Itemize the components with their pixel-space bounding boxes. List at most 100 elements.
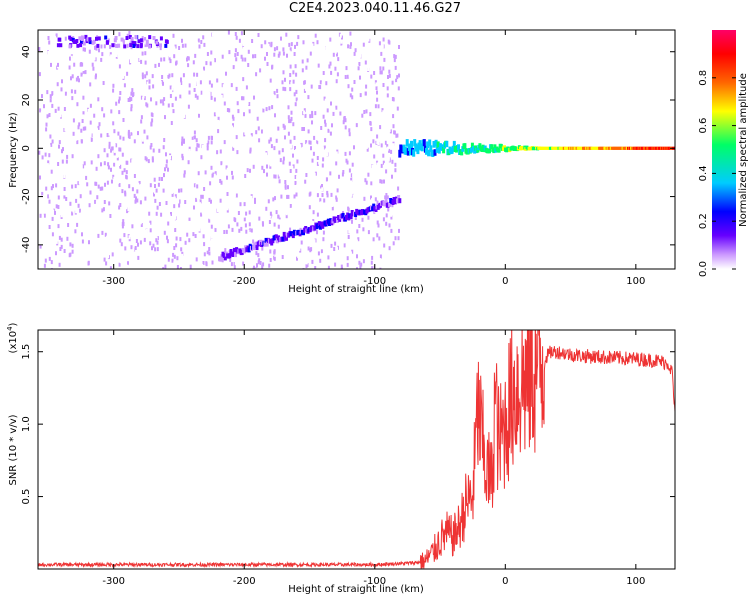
- spectrogram-noise-cell: [263, 175, 266, 179]
- spectrogram-carrier-cell: [435, 146, 439, 153]
- spectrogram-noise-cell: [304, 201, 306, 206]
- spectrogram-noise-cell: [350, 36, 353, 41]
- spectrogram-noise-cell: [340, 143, 343, 147]
- spectrogram-noise-cell: [239, 202, 242, 207]
- spectrogram-noise-cell: [390, 215, 393, 220]
- spectrogram-noise-cell: [368, 247, 371, 252]
- x-tick-label: -100: [363, 576, 386, 587]
- spectrogram-noise-cell: [312, 151, 315, 156]
- spectrogram-noise-cell: [77, 181, 80, 186]
- colorbar-tick-label: 0.4: [698, 165, 709, 181]
- spectrogram-noise-cell: [344, 151, 347, 156]
- spectrogram-x-label: Height of straight line (km): [288, 284, 424, 295]
- spectrogram-noise-cell: [376, 220, 379, 225]
- spectrogram-noise-cell: [188, 213, 191, 218]
- spectrogram-noise-cell: [67, 149, 70, 154]
- spectrogram-noise-cell: [276, 94, 279, 99]
- spectrogram-noise-cell: [72, 256, 75, 261]
- spectrogram-noise-cell: [271, 46, 274, 51]
- spectrogram-noise-cell: [78, 260, 80, 265]
- spectrogram-noise-cell: [202, 45, 204, 50]
- spectrogram-noise-cell: [341, 45, 344, 50]
- spectrogram-noise-cell: [149, 63, 152, 68]
- spectrogram-noise-cell: [128, 31, 131, 35]
- spectrogram-noise-cell: [339, 111, 342, 116]
- spectrogram-carrier-cell: [488, 148, 491, 154]
- spectrogram-noise-cell: [200, 212, 203, 217]
- spectrogram-noise-cell: [348, 132, 351, 137]
- spectrogram-noise-cell: [201, 128, 204, 133]
- spectrogram-noise-cell: [149, 241, 152, 246]
- spectrogram-noise-cell: [341, 156, 344, 161]
- spectrogram-noise-cell: [94, 199, 97, 204]
- spectrogram-noise-cell: [123, 168, 126, 173]
- spectrogram-noise-cell: [180, 77, 182, 82]
- spectrogram-noise-cell: [330, 152, 333, 157]
- colorbar-gradient: [712, 30, 736, 269]
- spectrogram-noise-cell: [351, 43, 354, 48]
- spectrogram-noise-cell: [105, 253, 108, 258]
- spectrogram-noise-cell: [332, 52, 335, 57]
- spectrogram-noise-cell: [102, 207, 105, 212]
- spectrogram-noise-cell: [187, 124, 190, 129]
- spectrogram-noise-cell: [341, 266, 343, 269]
- spectrogram-noise-cell: [97, 97, 100, 102]
- spectrogram-noise-cell: [249, 57, 252, 62]
- spectrogram-noise-cell: [97, 233, 100, 238]
- spectrogram-noise-cell: [43, 213, 46, 218]
- spectrogram-noise-cell: [287, 269, 289, 273]
- spectrogram-noise-cell: [337, 57, 340, 62]
- spectrogram-noise-cell: [41, 191, 44, 196]
- spectrogram-noise-cell: [268, 139, 271, 144]
- spectrogram-noise-cell: [212, 50, 215, 54]
- spectrogram-noise-cell: [261, 196, 264, 201]
- spectrogram-noise-cell: [161, 75, 164, 79]
- spectrogram-band-cell: [96, 43, 100, 48]
- spectrogram-noise-cell: [95, 200, 98, 205]
- spectrogram-noise-cell: [316, 140, 319, 145]
- spectrogram-noise-cell: [188, 83, 191, 88]
- spectrogram-noise-cell: [60, 87, 63, 92]
- spectrogram-noise-cell: [238, 162, 241, 167]
- spectrogram-noise-cell: [181, 43, 184, 48]
- spectrogram-noise-cell: [77, 203, 80, 208]
- spectrogram-noise-cell: [98, 231, 100, 236]
- spectrogram-noise-cell: [81, 225, 83, 230]
- spectrogram-noise-cell: [55, 204, 58, 209]
- spectrogram-noise-cell: [298, 246, 301, 251]
- spectrogram-noise-cell: [71, 225, 74, 230]
- spectrogram-noise-cell: [208, 197, 211, 202]
- spectrogram-noise-cell: [64, 91, 67, 96]
- spectrogram-noise-cell: [280, 36, 282, 41]
- spectrogram-noise-cell: [112, 49, 115, 54]
- spectrogram-noise-cell: [96, 128, 98, 133]
- spectrogram-noise-cell: [210, 50, 213, 55]
- spectrogram-noise-cell: [179, 199, 182, 204]
- spectrogram-noise-cell: [321, 193, 324, 197]
- spectrogram-noise-cell: [128, 89, 131, 94]
- spectrogram-noise-cell: [188, 146, 191, 151]
- spectrogram-noise-cell: [40, 110, 43, 115]
- spectrogram-noise-cell: [392, 118, 395, 123]
- spectrogram-noise-cell: [145, 228, 148, 233]
- spectrogram-noise-cell: [207, 98, 210, 103]
- spectrogram-noise-cell: [92, 141, 95, 146]
- spectrogram-noise-cell: [63, 187, 66, 191]
- spectrogram-noise-cell: [378, 258, 381, 262]
- spectrogram-noise-cell: [395, 78, 398, 83]
- snr-series-line: [38, 330, 675, 569]
- spectrogram-noise-cell: [210, 112, 213, 116]
- spectrogram-noise-cell: [281, 148, 284, 153]
- spectrogram-noise-cell: [98, 48, 100, 53]
- spectrogram-noise-cell: [292, 70, 295, 75]
- spectrogram-noise-cell: [85, 107, 87, 112]
- spectrogram-band-cell: [275, 238, 279, 244]
- spectrogram-noise-cell: [387, 107, 390, 112]
- spectrogram-noise-cell: [75, 209, 78, 214]
- spectrogram-noise-cell: [91, 62, 94, 67]
- spectrogram-noise-cell: [74, 202, 77, 207]
- spectrogram-noise-cell: [126, 71, 129, 76]
- spectrogram-noise-cell: [301, 202, 304, 207]
- spectrogram-noise-cell: [361, 237, 364, 242]
- x-tick-label: -300: [102, 576, 125, 587]
